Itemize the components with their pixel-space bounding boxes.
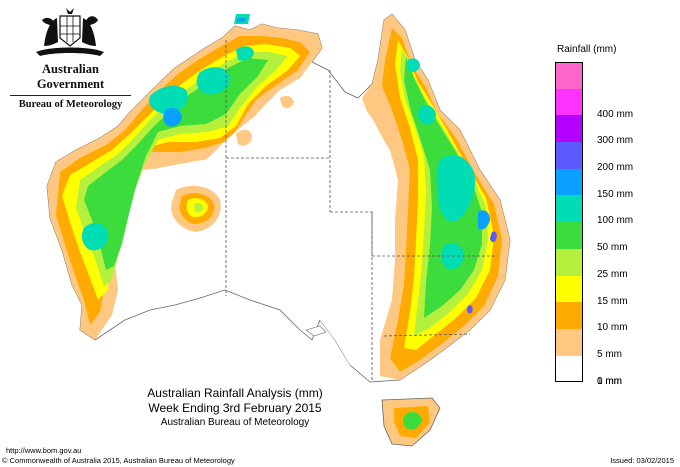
logo-divider xyxy=(10,95,131,96)
rainfall-legend: Rainfall (mm) 400 mm 300 mm 200 mm 150 mm 10… xyxy=(555,44,675,409)
map-caption: Australian Rainfall Analysis (mm) Week E… xyxy=(120,386,350,429)
legend-row: 0 mm xyxy=(555,376,675,409)
state-borders xyxy=(225,40,498,380)
tas-rain-patch xyxy=(403,412,422,430)
legend-row: 100 mm xyxy=(555,195,675,226)
legend-row: 400 mm xyxy=(555,88,675,120)
legend-row xyxy=(555,62,675,89)
rain-band-100-150mm xyxy=(163,18,490,230)
dry-regions xyxy=(118,74,396,370)
legend-row: 150 mm xyxy=(555,168,675,200)
rain-band-150-200mm xyxy=(467,231,497,314)
legend-row: 1 mm xyxy=(555,355,675,387)
legend-swatch xyxy=(555,115,583,143)
legend-row: 300 mm xyxy=(555,115,675,146)
copyright-notice: © Commonwealth of Australia 2015, Austra… xyxy=(2,456,235,465)
coat-of-arms-logo xyxy=(36,8,104,56)
legend-row: 50 mm xyxy=(555,222,675,253)
legend-swatch xyxy=(555,142,583,169)
legend-row: 10 mm xyxy=(555,302,675,333)
legend-rows: 400 mm 300 mm 200 mm 150 mm 100 mm 50 mm 25 mm… xyxy=(555,62,675,409)
legend-label: 0 mm xyxy=(597,376,622,388)
website-url: http://www.bom.gov.au xyxy=(6,446,82,455)
legend-label: 5 mm xyxy=(597,348,622,360)
caption-period: Week Ending 3rd February 2015 xyxy=(148,401,322,415)
legend-title: Rainfall (mm) xyxy=(557,44,617,55)
legend-label: 25 mm xyxy=(597,268,628,280)
legend-swatch xyxy=(555,88,583,116)
legend-swatch xyxy=(555,62,583,89)
legend-label: 400 mm xyxy=(597,108,634,120)
caption-title: Australian Rainfall Analysis (mm) xyxy=(147,386,323,400)
legend-swatch xyxy=(555,222,583,249)
legend-label: 10 mm xyxy=(597,322,628,334)
legend-swatch xyxy=(555,275,583,303)
legend-label: 1 mm xyxy=(597,375,622,387)
legend-swatch xyxy=(555,195,583,223)
legend-label: 300 mm xyxy=(597,135,634,147)
legend-label: 100 mm xyxy=(597,215,634,227)
legend-row: 15 mm xyxy=(555,275,675,307)
issued-date: Issued: 03/02/2015 xyxy=(610,456,674,465)
government-logo: Australian Government Bureau of Meteorol… xyxy=(8,10,133,110)
legend-swatch xyxy=(555,168,583,196)
legend-swatch xyxy=(555,355,583,383)
tasmania xyxy=(381,397,441,447)
legend-row: 200 mm xyxy=(555,142,675,173)
kangaroo-island xyxy=(305,325,327,337)
legend-swatch xyxy=(555,248,583,276)
agency-name: Bureau of Meteorology xyxy=(18,99,123,110)
legend-row: 5 mm xyxy=(555,328,675,360)
legend-label: 15 mm xyxy=(597,295,628,307)
legend-label: 150 mm xyxy=(597,188,634,200)
central-rain-patch xyxy=(171,185,221,232)
legend-label: 200 mm xyxy=(597,162,634,174)
coat-of-arms-space xyxy=(8,10,133,58)
legend-label: 50 mm xyxy=(597,242,628,254)
org-name: Australian Government xyxy=(36,62,105,91)
legend-swatch xyxy=(555,328,583,356)
caption-agency: Australian Bureau of Meteorology xyxy=(160,417,310,428)
legend-row: 25 mm xyxy=(555,248,675,280)
legend-swatch xyxy=(555,302,583,329)
